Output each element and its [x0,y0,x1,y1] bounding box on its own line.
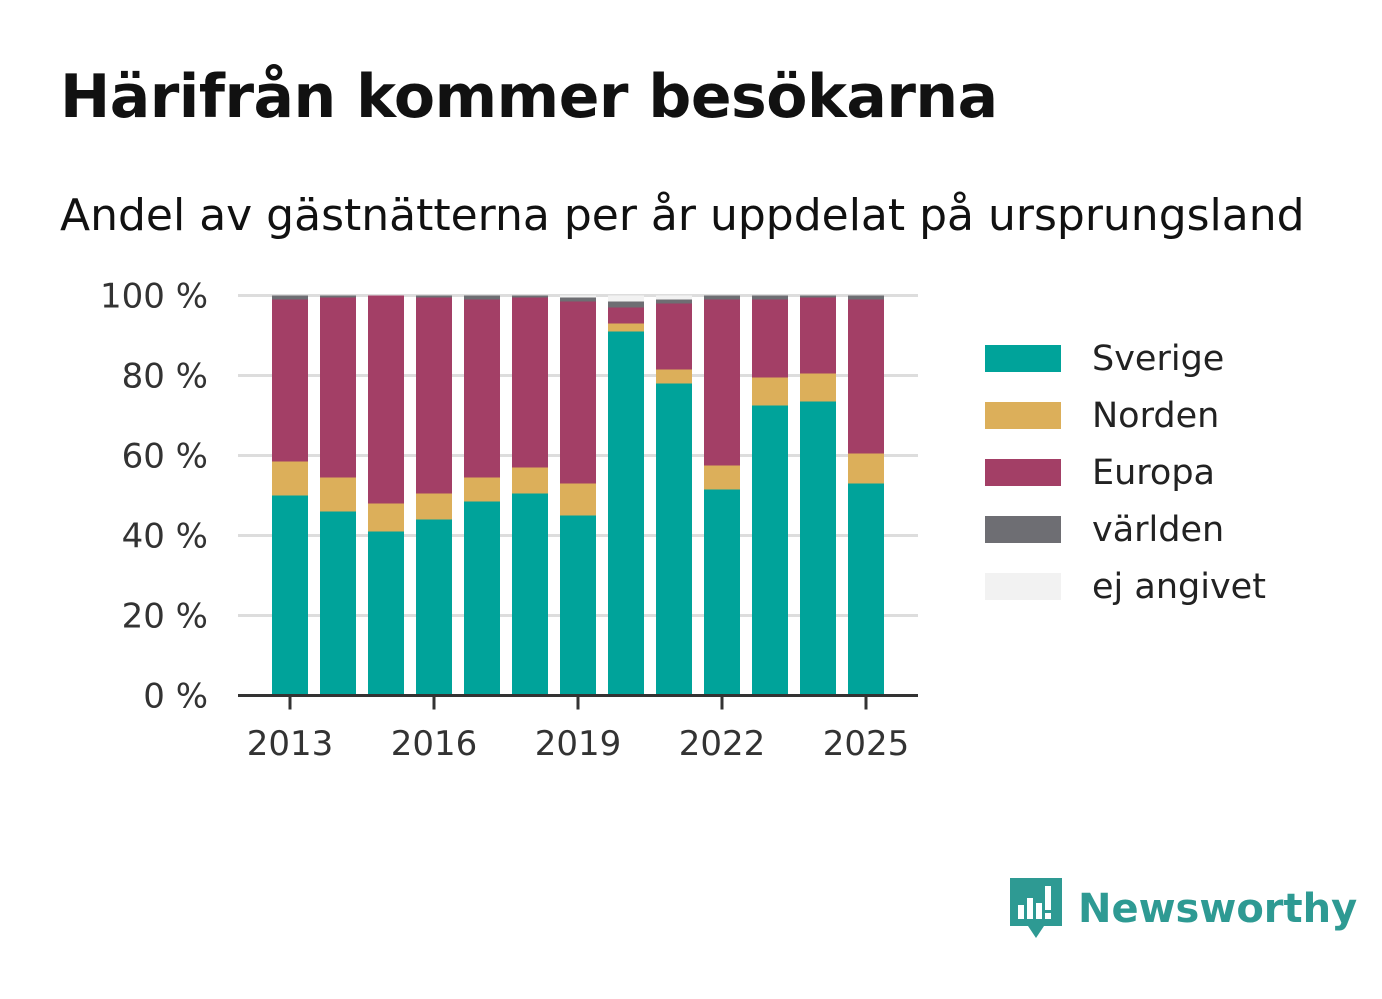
newsworthy-logo-icon [1010,878,1062,938]
x-tick-label: 2013 [247,724,334,764]
bar-segment [560,295,596,298]
bar-segment [272,461,308,496]
bar-segment [320,477,356,512]
bar-segment [512,467,548,494]
bar-segment [512,493,548,696]
brand-name: Newsworthy [1078,886,1358,932]
chart-legend: Sverige Norden Europa världen ej angivet [985,330,1266,615]
bar-segment [416,519,452,696]
bar-segment [848,483,884,696]
bar-segment [752,405,788,696]
bar-segment [464,501,500,696]
bar-segment [416,295,452,298]
bar-segment [560,297,596,302]
bar-segment [656,295,692,300]
bar-segment [656,383,692,696]
bar-segment [464,477,500,502]
bar-segment [560,301,596,484]
bar-segment [416,493,452,520]
bar-segment [512,295,548,298]
bar-segment [272,295,308,300]
brand-logo: Newsworthy [1010,878,1357,940]
chart-title: Härifrån kommer besökarna [60,62,998,132]
bar-segment [464,295,500,300]
bar-segment [608,307,644,324]
bar-segment [704,465,740,490]
bar-segment [272,495,308,696]
bar-segment [560,483,596,516]
bar-segment [752,377,788,406]
y-tick-label: 80 % [122,357,208,397]
y-tick-label: 40 % [122,517,208,557]
legend-label: ej angivet [1092,566,1266,607]
x-tick-label: 2019 [535,724,622,764]
y-tick-label: 60 % [122,437,208,477]
bar-segment [656,299,692,304]
bar-segment [800,373,836,402]
bar-segment [560,515,596,696]
legend-item: världen [985,501,1266,558]
chart-subtitle: Andel av gästnätterna per år uppdelat på… [60,190,1305,241]
legend-swatch [985,573,1061,600]
bar-segment [800,295,836,298]
x-tick-label: 2025 [823,724,910,764]
y-tick-label: 20 % [122,597,208,637]
legend-item: Norden [985,387,1266,444]
bar-segment [704,489,740,696]
bar-segment [368,503,404,532]
bar-segment [608,331,644,696]
legend-item: ej angivet [985,558,1266,615]
bar-segment [704,295,740,300]
bar-segment [704,299,740,466]
bar-segment [848,295,884,300]
bar-segment [368,531,404,696]
bar-segment [608,301,644,308]
legend-label: Sverige [1092,338,1225,379]
x-tick-label: 2016 [391,724,478,764]
bar-segment [464,299,500,478]
bar-segment [368,295,404,504]
legend-label: Norden [1092,395,1220,436]
legend-swatch [985,345,1061,372]
legend-swatch [985,459,1061,486]
bar-segment [320,297,356,478]
y-tick-label: 100 % [100,277,208,317]
bar-segment [608,323,644,332]
y-tick-label: 0 % [143,677,208,717]
bar-segment [800,297,836,374]
bar-segment [272,299,308,462]
bar-segment [656,303,692,370]
bar-segment [848,453,884,484]
bar-segment [608,295,644,302]
x-tick-label: 2022 [679,724,766,764]
legend-item: Europa [985,444,1266,501]
legend-label: världen [1092,509,1225,550]
bar-segment [752,299,788,378]
legend-swatch [985,516,1061,543]
bar-segment [848,299,884,454]
bar-segment [656,369,692,384]
legend-swatch [985,402,1061,429]
bar-segment [752,295,788,300]
bar-segment [416,297,452,494]
bar-segment [320,295,356,298]
bar-segment [320,511,356,696]
legend-item: Sverige [985,330,1266,387]
bar-segment [512,297,548,468]
legend-label: Europa [1092,452,1215,493]
bar-segment [800,401,836,696]
